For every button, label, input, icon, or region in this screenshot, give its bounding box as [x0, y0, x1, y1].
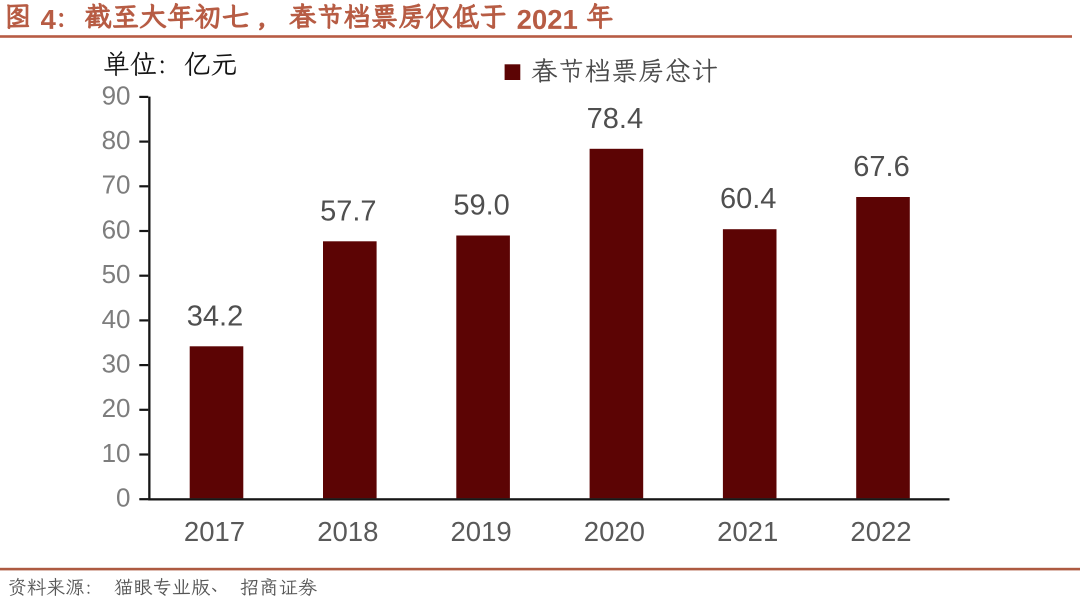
svg-text:90: 90 [102, 80, 131, 110]
svg-text:67.6: 67.6 [853, 151, 909, 183]
svg-text:60: 60 [102, 214, 131, 244]
svg-text:2019: 2019 [451, 516, 512, 547]
svg-text:57.7: 57.7 [320, 195, 376, 227]
svg-text:70: 70 [102, 170, 131, 200]
svg-text:2017: 2017 [184, 516, 245, 547]
svg-text:50: 50 [102, 259, 131, 289]
svg-text:80: 80 [102, 125, 131, 155]
svg-text:0: 0 [116, 483, 130, 513]
svg-text:34.2: 34.2 [187, 300, 243, 332]
svg-text:59.0: 59.0 [453, 190, 509, 222]
svg-text:2018: 2018 [317, 516, 378, 547]
svg-text:2020: 2020 [584, 516, 645, 547]
svg-text:60.4: 60.4 [720, 183, 776, 215]
svg-text:40: 40 [102, 304, 131, 334]
svg-text:2022: 2022 [850, 516, 911, 547]
svg-text:2021: 2021 [717, 516, 778, 547]
svg-text:20: 20 [102, 393, 131, 423]
svg-text:30: 30 [102, 349, 131, 379]
svg-text:78.4: 78.4 [587, 103, 643, 135]
svg-text:10: 10 [102, 438, 131, 468]
